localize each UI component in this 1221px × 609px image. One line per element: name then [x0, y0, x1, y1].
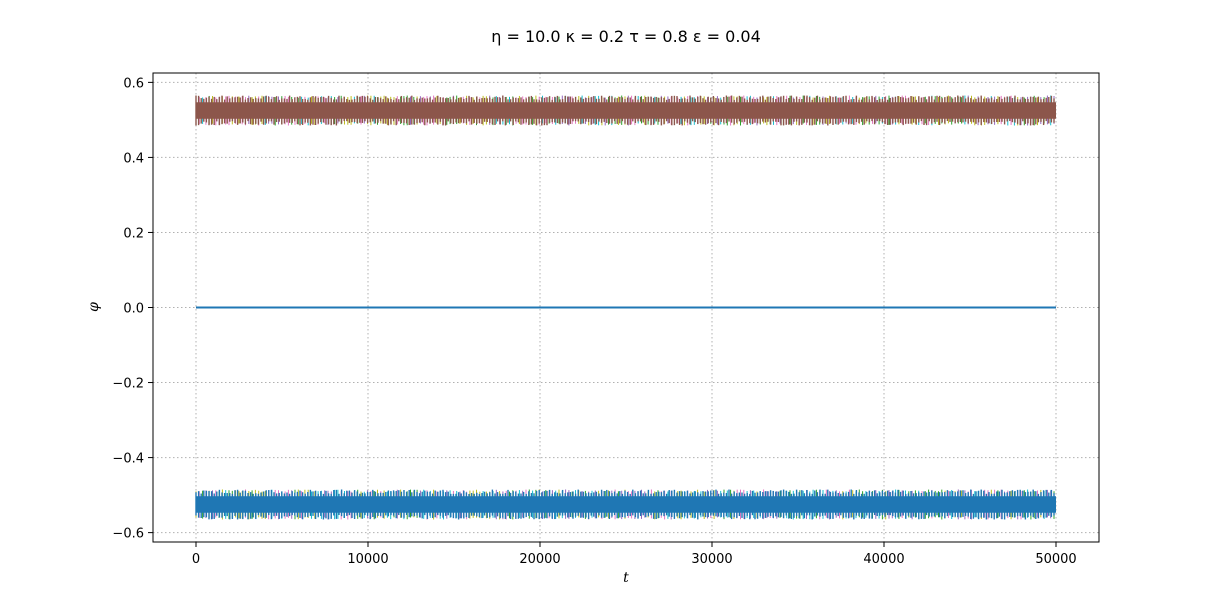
- x-tick-label: 50000: [1035, 552, 1076, 567]
- series-band: [195, 95, 1056, 126]
- x-tick-label: 20000: [519, 552, 560, 567]
- series-band-core: [196, 496, 1056, 513]
- series-band: [195, 489, 1056, 520]
- y-tick-label: 0.2: [123, 226, 144, 241]
- x-tick-label: 30000: [691, 552, 732, 567]
- data-series-group: [195, 95, 1056, 520]
- y-axis-label: φ: [86, 302, 102, 312]
- y-tick-label: 0.6: [123, 76, 144, 91]
- y-tick-label: −0.6: [112, 527, 144, 542]
- x-axis-label: t: [623, 570, 629, 586]
- plot-area: 0 10000 20000 30000 40000 50000 −0.6 −0.4 −0.2 0.…: [112, 72, 1100, 567]
- chart-title: η = 10.0 κ = 0.2 τ = 0.8 ε = 0.04: [491, 27, 761, 46]
- x-tick-label: 40000: [863, 552, 904, 567]
- x-tick-label: 0: [192, 552, 200, 567]
- y-tick-label: 0.4: [123, 151, 144, 166]
- y-tick-label: 0.0: [123, 302, 144, 317]
- y-tick-label: −0.2: [112, 377, 144, 392]
- x-tick-label: 10000: [347, 552, 388, 567]
- series-band-core: [196, 102, 1056, 119]
- y-tick-label: −0.4: [112, 452, 144, 467]
